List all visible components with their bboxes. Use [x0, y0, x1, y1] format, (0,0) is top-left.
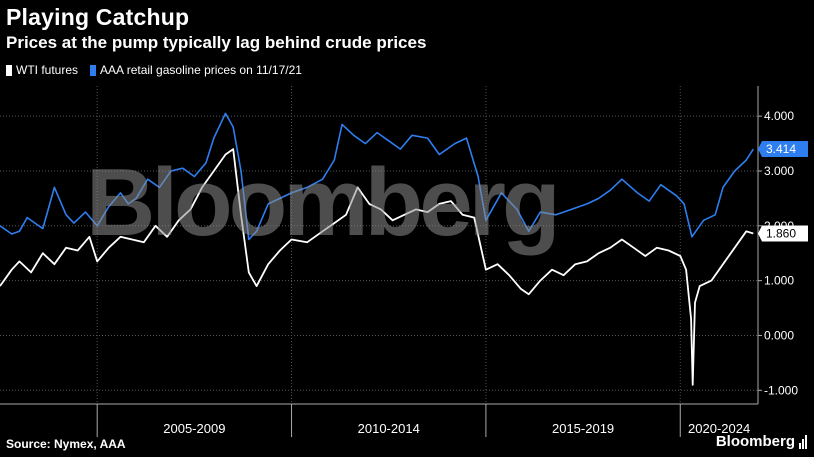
series-layer: [0, 112, 754, 386]
wti-last-value-tag: [758, 225, 808, 242]
y-tick-label: 1.000: [764, 274, 794, 288]
legend-item-gasoline: AAA retail gasoline prices on 11/17/21: [90, 63, 302, 77]
y-tick-label: -1.000: [764, 383, 798, 397]
bloomberg-logo: Bloomberg: [716, 433, 808, 450]
legend-label-wti: WTI futures: [16, 63, 79, 77]
gasoline-series-line: [0, 112, 754, 241]
chart-title: Playing Catchup: [6, 4, 190, 30]
chart-subtitle: Prices at the pump typically lag behind …: [6, 33, 427, 52]
y-tick-label: 0.000: [764, 328, 794, 342]
wti-series-line: [0, 148, 754, 386]
x-period-label: 2015-2019: [552, 421, 614, 436]
legend-item-wti: WTI futures: [6, 63, 78, 77]
y-tick-label: 3.000: [764, 164, 794, 178]
chart-legend: WTI futures AAA retail gasoline prices o…: [6, 63, 314, 77]
axis-layer: [0, 86, 762, 437]
x-period-label: 2010-2014: [358, 421, 420, 436]
x-period-label: 2005-2009: [163, 421, 225, 436]
y-tick-label: 4.000: [764, 109, 794, 123]
x-period-label: 2020-2024: [688, 421, 750, 436]
brand-text: Bloomberg: [715, 433, 795, 450]
bars-icon: [799, 434, 808, 449]
grid-layer: [0, 86, 758, 404]
legend-swatch-gasoline: [90, 64, 97, 76]
source-note: Source: Nymex, AAA: [6, 437, 126, 451]
wti-last-value-label: 1.860: [766, 226, 796, 240]
legend-label-gasoline: AAA retail gasoline prices on 11/17/21: [100, 63, 302, 77]
legend-swatch-wti: [6, 64, 12, 76]
gasoline-last-value-label: 3.414: [766, 142, 796, 156]
gasoline-last-value-tag: [758, 141, 808, 158]
label-layer: -1.0000.0001.0002.0003.0004.0002005-2009…: [163, 109, 808, 436]
